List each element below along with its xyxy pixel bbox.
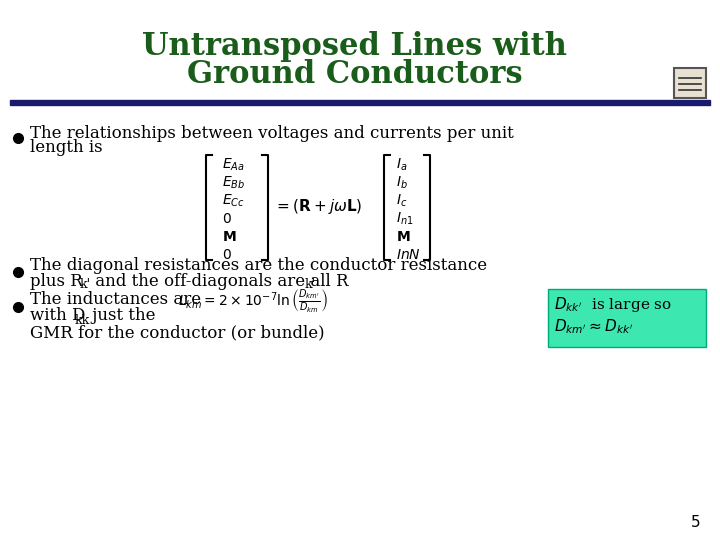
Text: $L_{km} = 2 \times 10^{-7} \ln\left(\frac{D_{km^{\prime}}}{D_{km}}\right)$: $L_{km} = 2 \times 10^{-7} \ln\left(\fra… <box>178 287 328 314</box>
FancyBboxPatch shape <box>548 289 706 347</box>
Text: $D_{kk'}$  is large so: $D_{kk'}$ is large so <box>554 295 672 314</box>
FancyBboxPatch shape <box>674 68 706 98</box>
Text: Untransposed Lines with: Untransposed Lines with <box>143 31 567 62</box>
Text: $E_{Cc}$: $E_{Cc}$ <box>222 193 245 209</box>
Text: $= (\mathbf{R} + j\omega\mathbf{L})$: $= (\mathbf{R} + j\omega\mathbf{L})$ <box>274 198 362 217</box>
Text: k': k' <box>80 279 91 292</box>
Text: GMR for the conductor (or bundle): GMR for the conductor (or bundle) <box>30 325 325 341</box>
Text: and the off-diagonals are all R: and the off-diagonals are all R <box>90 273 348 289</box>
Text: $I_b$: $I_b$ <box>396 175 408 191</box>
Text: $0$: $0$ <box>222 248 232 262</box>
Bar <box>10 100 710 105</box>
Text: $I_c$: $I_c$ <box>396 193 408 209</box>
Text: plus R: plus R <box>30 273 83 289</box>
Text: kk: kk <box>75 314 90 327</box>
Text: 5: 5 <box>690 515 700 530</box>
Text: $InN$: $InN$ <box>396 248 421 262</box>
Text: k': k' <box>305 279 316 292</box>
Text: The diagonal resistances are the conductor resistance: The diagonal resistances are the conduct… <box>30 256 487 273</box>
Text: Ground Conductors: Ground Conductors <box>187 59 523 90</box>
Text: $E_{Aa}$: $E_{Aa}$ <box>222 157 245 173</box>
Text: $D_{km'} \approx D_{kk'}$: $D_{km'} \approx D_{kk'}$ <box>554 318 634 336</box>
Text: length is: length is <box>30 138 103 156</box>
Text: $I_a$: $I_a$ <box>396 157 408 173</box>
Text: $\mathbf{M}$: $\mathbf{M}$ <box>396 230 410 244</box>
Text: $E_{Bb}$: $E_{Bb}$ <box>222 175 245 191</box>
Text: just the: just the <box>87 307 156 325</box>
Text: $0$: $0$ <box>222 212 232 226</box>
Text: $\mathbf{M}$: $\mathbf{M}$ <box>222 230 237 244</box>
Text: The relationships between voltages and currents per unit: The relationships between voltages and c… <box>30 125 514 141</box>
Text: with D: with D <box>30 307 86 325</box>
Text: The inductances are: The inductances are <box>30 292 201 308</box>
Text: $I_{n1}$: $I_{n1}$ <box>396 211 413 227</box>
